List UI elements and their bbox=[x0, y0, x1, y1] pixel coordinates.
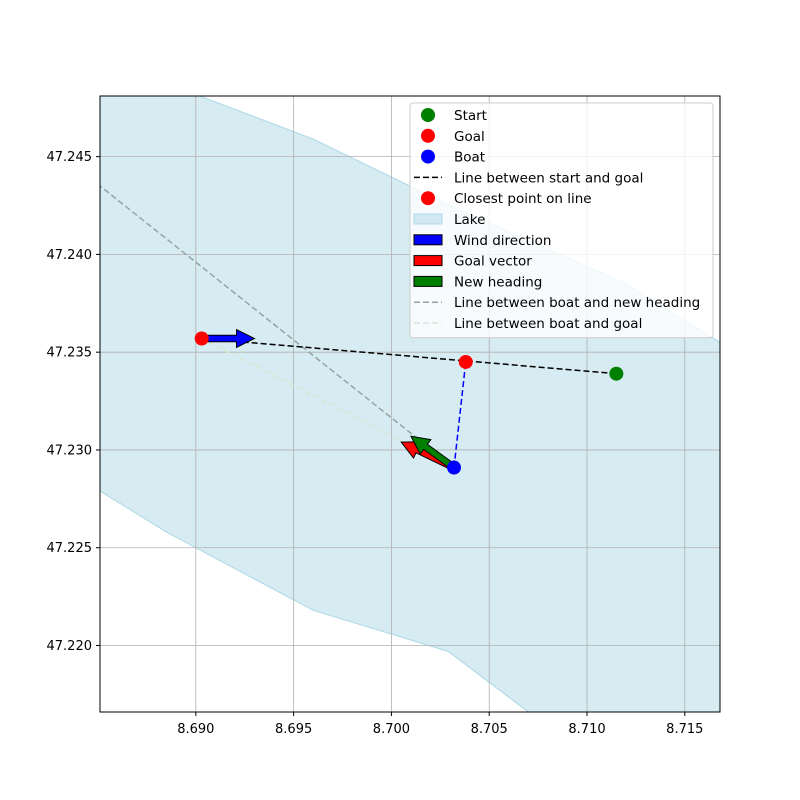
line-boat-new-heading bbox=[100, 185, 455, 469]
legend-label: Start bbox=[454, 108, 487, 124]
y-tick-label: 47.230 bbox=[47, 443, 93, 458]
y-tick-label: 47.235 bbox=[47, 346, 93, 361]
legend-marker-boat bbox=[421, 149, 435, 164]
legend-patch-goal-vector bbox=[413, 255, 443, 267]
y-tick-label: 47.245 bbox=[47, 150, 93, 165]
x-tick-label: 8.710 bbox=[568, 722, 605, 737]
y-tick-label: 47.220 bbox=[47, 639, 93, 654]
legend-label: Line between start and goal bbox=[454, 170, 643, 186]
y-tick-label: 47.240 bbox=[47, 248, 93, 263]
legend-label: Line between boat and new heading bbox=[454, 295, 700, 311]
lake-area bbox=[100, 96, 720, 712]
legend-label: New heading bbox=[454, 274, 542, 290]
legend-label: Boat bbox=[454, 150, 485, 166]
legend-patch-wind-direction bbox=[413, 234, 443, 246]
legend-marker-closest-point-on-line bbox=[421, 191, 435, 206]
goal-marker bbox=[194, 331, 209, 346]
legend-patch-new-heading bbox=[413, 275, 443, 287]
x-tick-label: 8.705 bbox=[471, 722, 508, 737]
line-start-goal bbox=[201, 337, 617, 375]
axes: 8.690 8.695 8.700 8.705 8.710 8.715 47.220 47.2… bbox=[47, 95, 721, 737]
legend-patch-lake bbox=[413, 213, 443, 225]
x-tick-label: 8.700 bbox=[373, 722, 410, 737]
x-tick-label: 8.695 bbox=[275, 722, 312, 737]
y-tick-label: 47.225 bbox=[47, 541, 93, 556]
legend: Start Goal Boat Line between start and goal… bbox=[409, 102, 714, 339]
legend-marker-start bbox=[421, 108, 435, 122]
boat-marker bbox=[447, 460, 462, 475]
legend-label: Closest point on line bbox=[454, 191, 592, 207]
axes-frame bbox=[99, 95, 721, 713]
legend-label: Wind direction bbox=[454, 233, 551, 249]
legend-box bbox=[409, 102, 714, 339]
start-marker bbox=[609, 366, 624, 381]
x-tick-label: 8.690 bbox=[177, 722, 214, 737]
legend-label: Lake bbox=[454, 212, 485, 228]
legend-marker-goal bbox=[421, 128, 435, 143]
legend-label: Goal vector bbox=[454, 254, 532, 270]
legend-label: Goal bbox=[454, 129, 485, 145]
legend-label: Line between boat and goal bbox=[454, 316, 642, 332]
closest-point-marker bbox=[458, 354, 473, 369]
x-tick-label: 8.715 bbox=[666, 722, 703, 737]
